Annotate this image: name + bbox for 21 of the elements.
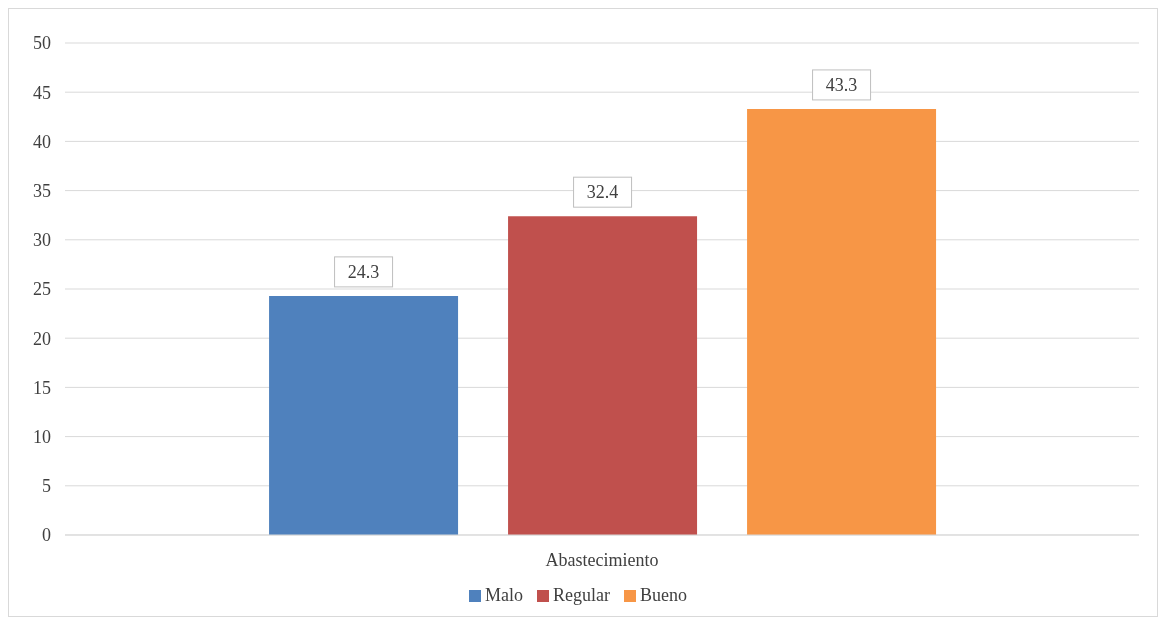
- legend-label: Malo: [485, 585, 523, 606]
- y-tick-label: 0: [42, 525, 51, 546]
- data-label: 24.3: [347, 261, 380, 282]
- y-tick-label: 25: [33, 279, 51, 300]
- y-tick-label: 5: [42, 476, 51, 497]
- y-tick-label: 20: [33, 328, 51, 349]
- y-tick-label: 45: [33, 82, 51, 103]
- legend-label: Bueno: [639, 585, 687, 606]
- y-tick-label: 15: [33, 377, 51, 398]
- y-tick-label: 40: [33, 131, 51, 152]
- y-tick-label: 10: [33, 426, 51, 447]
- y-tick-label: 50: [33, 33, 51, 54]
- bar: [269, 295, 459, 535]
- y-tick-label: 35: [33, 180, 51, 201]
- bar: [508, 216, 698, 535]
- data-label: 43.3: [825, 74, 858, 95]
- x-tick-label: Abastecimiento: [545, 549, 659, 570]
- bar: [747, 108, 937, 535]
- data-label: 32.4: [586, 182, 619, 203]
- legend-label: Regular: [553, 585, 610, 606]
- y-tick-label: 30: [33, 230, 51, 251]
